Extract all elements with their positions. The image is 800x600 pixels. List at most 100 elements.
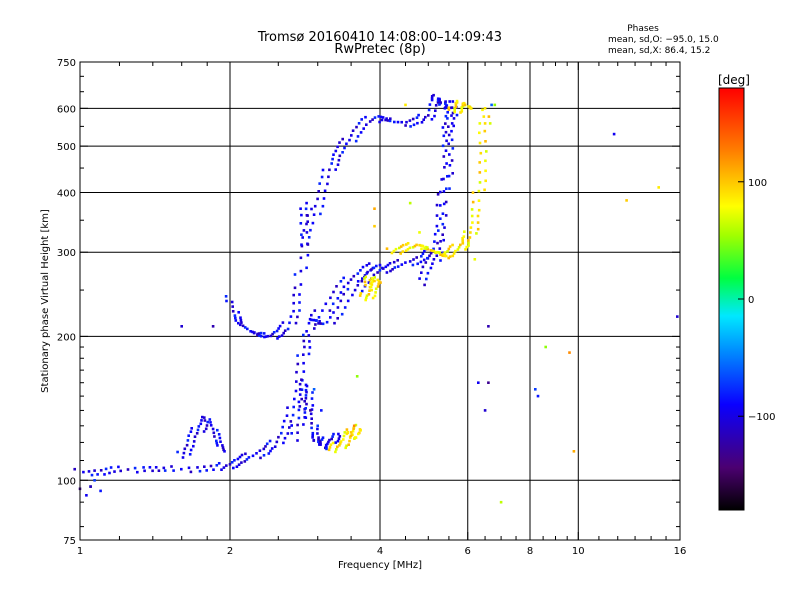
trace-point bbox=[463, 103, 467, 107]
trace-point bbox=[223, 450, 226, 453]
trace-point bbox=[234, 316, 237, 320]
trace-point bbox=[253, 331, 256, 334]
trace-point bbox=[384, 118, 387, 122]
trace-point bbox=[461, 242, 465, 245]
trace-point bbox=[187, 434, 190, 437]
trace-point bbox=[341, 151, 344, 154]
trace-point bbox=[424, 245, 428, 249]
trace-point bbox=[371, 118, 374, 121]
trace-point bbox=[448, 153, 451, 156]
trace-point bbox=[386, 263, 390, 267]
trace-point bbox=[468, 236, 472, 239]
trace-point bbox=[348, 439, 351, 443]
trace-point bbox=[317, 438, 320, 441]
trace-point bbox=[411, 246, 415, 249]
trace-point bbox=[232, 466, 235, 470]
trace-point bbox=[296, 362, 300, 366]
scatter-point bbox=[180, 325, 183, 328]
trace-point bbox=[181, 456, 185, 459]
trace-point bbox=[405, 120, 408, 124]
trace-point bbox=[317, 322, 320, 325]
trace-point bbox=[433, 232, 437, 236]
trace-point bbox=[309, 412, 313, 416]
trace-point bbox=[186, 439, 190, 442]
trace-point bbox=[392, 249, 396, 253]
trace-point bbox=[445, 139, 448, 143]
trace-point bbox=[303, 345, 306, 349]
x-tick-label: 8 bbox=[527, 546, 533, 557]
trace-point bbox=[367, 293, 371, 296]
trace-point bbox=[415, 256, 418, 259]
trace-point bbox=[380, 118, 384, 122]
trace-point bbox=[206, 420, 209, 424]
trace-point bbox=[333, 321, 336, 325]
trace-point bbox=[358, 294, 362, 297]
trace-point bbox=[420, 271, 423, 274]
trace-point bbox=[231, 305, 234, 308]
scatter-point bbox=[490, 103, 493, 107]
trace-point bbox=[478, 131, 481, 135]
trace-point bbox=[209, 421, 212, 424]
trace-point bbox=[189, 470, 193, 474]
trace-point bbox=[374, 291, 377, 294]
trace-point bbox=[451, 172, 454, 175]
trace-point bbox=[425, 277, 428, 281]
trace-point bbox=[215, 439, 218, 443]
trace-point bbox=[309, 228, 312, 232]
trace-point bbox=[377, 280, 381, 283]
trace-point bbox=[306, 214, 309, 217]
trace-point bbox=[312, 213, 316, 216]
trace-point bbox=[311, 431, 315, 435]
trace-point bbox=[308, 340, 311, 343]
trace-point bbox=[321, 322, 325, 326]
trace-point bbox=[435, 254, 439, 257]
trace-point bbox=[277, 335, 281, 338]
trace-point bbox=[363, 280, 367, 284]
trace-point bbox=[237, 311, 240, 314]
trace-point bbox=[289, 420, 293, 423]
trace-point bbox=[215, 464, 219, 467]
trace-point bbox=[457, 245, 461, 249]
trace-point bbox=[450, 138, 454, 142]
trace-point bbox=[441, 126, 445, 129]
trace-point bbox=[444, 149, 448, 152]
trace-point bbox=[364, 115, 367, 119]
trace-point bbox=[342, 292, 345, 296]
trace-point bbox=[426, 271, 430, 275]
trace-point bbox=[93, 469, 96, 472]
trace-point bbox=[421, 244, 425, 248]
trace-point bbox=[363, 277, 366, 280]
trace-point bbox=[334, 149, 338, 153]
trace-point bbox=[267, 452, 271, 455]
trace-point bbox=[460, 108, 464, 111]
scatter-point bbox=[493, 103, 497, 107]
trace-point bbox=[294, 389, 298, 393]
trace-point bbox=[349, 434, 353, 437]
trace-point bbox=[478, 122, 482, 125]
trace-point bbox=[379, 115, 383, 119]
trace-point bbox=[478, 181, 482, 184]
trace-point bbox=[311, 434, 314, 437]
trace-point bbox=[230, 461, 234, 464]
colorbar-ticks: 100 0 −100 bbox=[738, 178, 775, 423]
trace-point bbox=[299, 269, 303, 273]
trace-point bbox=[302, 353, 305, 356]
trace-point bbox=[345, 142, 348, 146]
trace-point bbox=[365, 264, 369, 267]
trace-point bbox=[262, 332, 266, 335]
trace-point bbox=[376, 285, 380, 288]
trace-point bbox=[305, 402, 308, 406]
trace-point bbox=[99, 469, 103, 472]
trace-point bbox=[354, 139, 358, 143]
trace-point bbox=[182, 451, 186, 455]
trace-point bbox=[300, 388, 304, 391]
trace-point bbox=[391, 268, 394, 271]
trace-point bbox=[413, 244, 417, 248]
scatter-point bbox=[536, 394, 540, 398]
trace-point bbox=[384, 265, 388, 269]
trace-point bbox=[240, 453, 244, 457]
trace-point bbox=[374, 287, 378, 291]
trace-point bbox=[365, 294, 369, 297]
trace-point bbox=[296, 315, 299, 319]
trace-point bbox=[185, 443, 189, 447]
